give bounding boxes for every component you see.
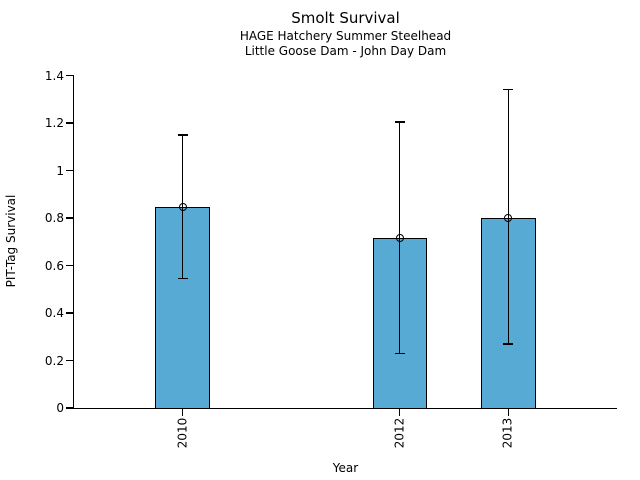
y-tick-1.4 (66, 74, 73, 77)
y-tick-1 (66, 169, 73, 172)
marker-2010 (178, 203, 187, 212)
x-tick-2013 (507, 409, 510, 416)
error-cap-bottom-2010 (177, 277, 188, 280)
y-tick-label-1.2: 1.2 (44, 116, 64, 130)
y-tick-0.8 (66, 217, 73, 219)
y-tick-label-0.8: 0.8 (44, 211, 64, 225)
error-cap-bottom-2012 (394, 352, 405, 355)
x-tick-label-2012: 2012 (392, 417, 407, 449)
x-tick-label-2013: 2013 (500, 417, 515, 449)
chart-subtitle-line2: Little Goose Dam - John Day Dam (244, 44, 447, 58)
y-tick-0.4 (66, 312, 73, 314)
y-tick-0 (66, 407, 73, 409)
x-tick-label-2010: 2010 (175, 417, 190, 449)
marker-2013 (504, 214, 513, 222)
y-tick-0.6 (66, 264, 73, 267)
y-axis-line (72, 75, 75, 409)
x-axis-label: Year (332, 461, 359, 475)
chart-subtitle-line1: HAGE Hatchery Summer Steelhead (239, 29, 452, 43)
error-cap-top-2012 (394, 121, 405, 123)
y-tick-0.2 (66, 359, 73, 362)
y-tick-label-0: 0 (56, 401, 64, 415)
error-cap-top-2010 (177, 134, 188, 136)
y-tick-label-0.6: 0.6 (44, 258, 64, 273)
chart-title: Smolt Survival (291, 9, 400, 27)
y-tick-label-0.2: 0.2 (44, 353, 64, 368)
error-cap-bottom-2013 (503, 343, 514, 345)
x-tick-2010 (181, 409, 184, 416)
error-cap-top-2013 (503, 89, 514, 91)
marker-2012 (395, 234, 404, 243)
x-tick-2012 (399, 409, 401, 416)
y-tick-1.2 (66, 122, 73, 124)
x-axis-line (72, 407, 618, 409)
y-tick-label-1: 1 (56, 163, 64, 178)
y-tick-label-0.4: 0.4 (44, 306, 64, 320)
y-tick-label-1.4: 1.4 (44, 68, 64, 83)
